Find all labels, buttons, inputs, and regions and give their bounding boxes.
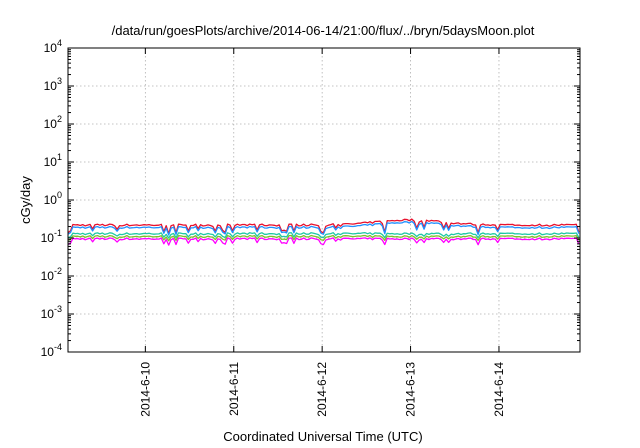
series-layer bbox=[67, 218, 580, 246]
y-tick-label: 103 bbox=[44, 76, 62, 93]
y-axis-label: cGy/day bbox=[18, 176, 33, 224]
y-tick-label: 10-3 bbox=[41, 304, 62, 321]
chart-title: /data/run/goesPlots/archive/2014-06-14/2… bbox=[112, 23, 535, 38]
y-tick-label: 10-4 bbox=[41, 342, 62, 359]
x-tick-label: 2014-6-14 bbox=[492, 362, 506, 417]
x-axis: 2014-6-10 2014-6-11 2014-6-12 2014-6-13 2014… bbox=[138, 48, 506, 417]
y-tick-label: 102 bbox=[44, 114, 62, 131]
y-tick-label: 10-1 bbox=[41, 228, 62, 245]
series-line bbox=[67, 232, 580, 239]
series-line bbox=[67, 237, 580, 246]
series-line bbox=[67, 220, 580, 236]
series-line bbox=[67, 234, 580, 242]
x-tick-label: 2014-6-10 bbox=[138, 362, 152, 417]
x-tick-label: 2014-6-11 bbox=[227, 362, 241, 416]
y-tick-label: 101 bbox=[44, 152, 62, 169]
y-tick-label: 104 bbox=[44, 38, 62, 55]
x-tick-label: 2014-6-12 bbox=[315, 362, 329, 417]
y-axis: 10-4 10-3 10-2 10-1 100 101 102 103 104 bbox=[41, 38, 580, 359]
y-tick-label: 100 bbox=[44, 190, 62, 207]
x-tick-label: 2014-6-13 bbox=[404, 362, 418, 417]
grid bbox=[68, 48, 580, 352]
y-tick-label: 10-2 bbox=[41, 266, 62, 283]
x-axis-label: Coordinated Universal Time (UTC) bbox=[223, 429, 422, 444]
